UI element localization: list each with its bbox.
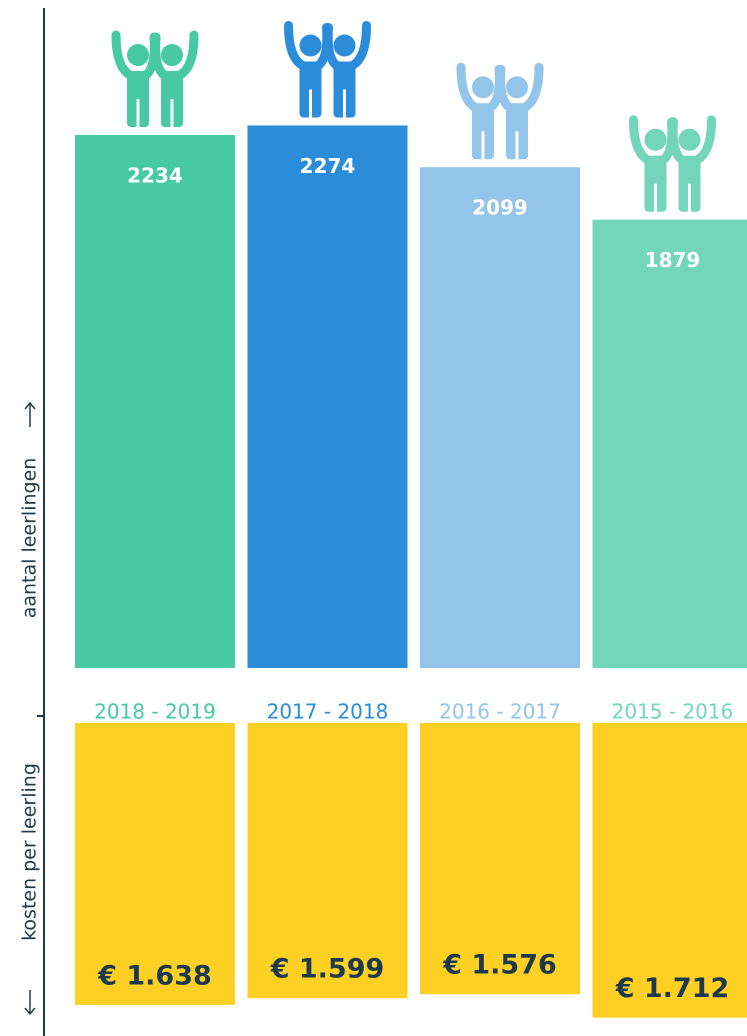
- icon-head: [644, 128, 667, 151]
- bar: [420, 723, 580, 995]
- icon-head: [472, 76, 494, 99]
- bar: [592, 723, 747, 1018]
- people-icon: [284, 20, 371, 118]
- icon-arm: [348, 20, 371, 70]
- icon-arm: [151, 32, 169, 80]
- value-label: 2099: [472, 196, 528, 220]
- icon-head: [127, 44, 149, 67]
- icon-arm: [668, 117, 686, 165]
- people-icon: [111, 30, 199, 128]
- icon-arm: [496, 64, 514, 112]
- bar: [592, 219, 747, 668]
- value-label: 2234: [127, 164, 183, 188]
- value-label: € 1.599: [270, 954, 385, 985]
- icon-head: [506, 76, 528, 99]
- category-label: 2018 - 2019: [94, 700, 216, 724]
- bar: [75, 135, 235, 668]
- axis-arrow: [24, 990, 36, 1016]
- bar: [247, 125, 408, 668]
- value-label: € 1.576: [442, 950, 557, 981]
- value-label: € 1.712: [615, 973, 730, 1004]
- icon-head: [161, 44, 183, 67]
- category-label: 2016 - 2017: [439, 700, 561, 724]
- bar: [247, 723, 408, 999]
- icon-head: [678, 128, 701, 151]
- value-label: € 1.638: [97, 960, 212, 991]
- axis-label: kosten per leerling: [19, 763, 41, 941]
- icon-head: [333, 34, 356, 57]
- icon-arm: [520, 62, 544, 112]
- axis-label: aantal leerlingen: [19, 458, 41, 619]
- icon-arm: [111, 30, 135, 80]
- people-icon: [456, 62, 544, 160]
- value-label: 1879: [645, 248, 701, 272]
- bar: [420, 167, 580, 668]
- people-icon: [629, 115, 716, 212]
- icon-arm: [323, 22, 341, 70]
- category-label: 2017 - 2018: [267, 700, 389, 724]
- icon-arm: [284, 20, 307, 70]
- category-label: 2015 - 2016: [612, 700, 734, 724]
- icon-arm: [629, 115, 652, 165]
- icon-arm: [456, 62, 480, 112]
- axis-arrow: [24, 401, 36, 427]
- bar: [75, 723, 235, 1005]
- icon-arm: [175, 30, 199, 80]
- value-label: 2274: [300, 154, 356, 178]
- icon-arm: [693, 115, 716, 165]
- icon-head: [299, 34, 322, 57]
